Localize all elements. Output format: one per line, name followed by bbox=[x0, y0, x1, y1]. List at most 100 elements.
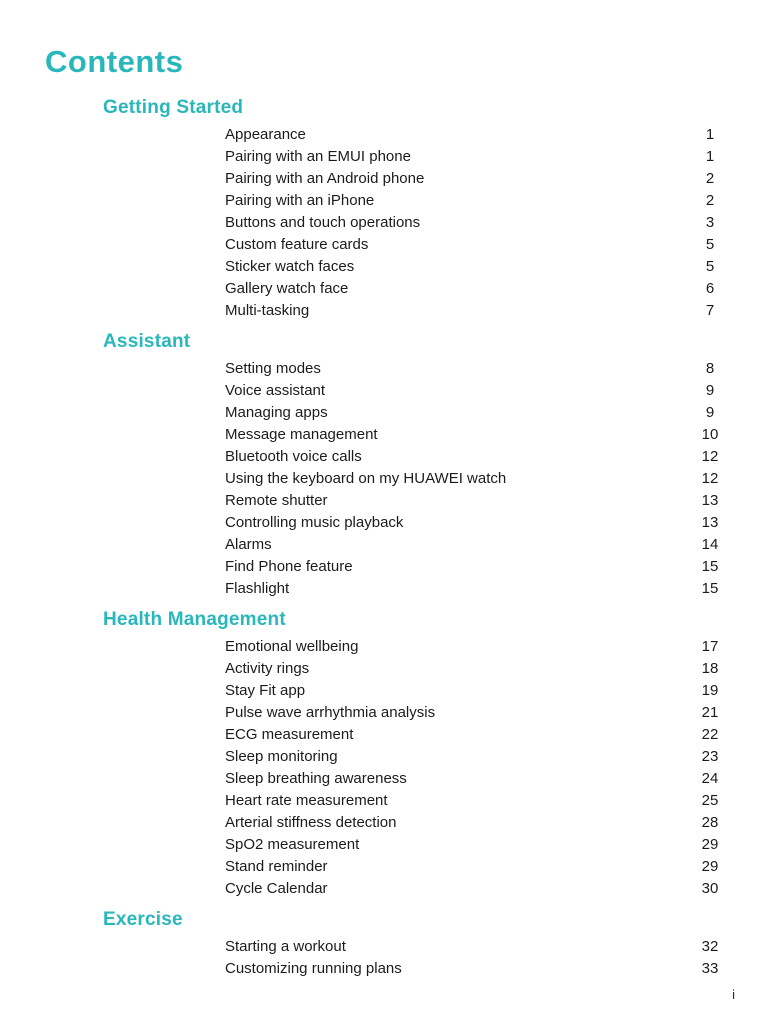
toc-section: Assistant Setting modes 8 Voice assistan… bbox=[103, 332, 725, 600]
toc-entry[interactable]: Find Phone feature 15 bbox=[225, 556, 725, 578]
toc-entry-page: 1 bbox=[705, 126, 715, 143]
toc-entry-page: 23 bbox=[701, 748, 719, 765]
toc-section-title[interactable]: Getting Started bbox=[103, 97, 244, 118]
toc-entry[interactable]: Remote shutter 13 bbox=[225, 490, 725, 512]
toc-entry-page: 21 bbox=[701, 704, 719, 721]
toc-entry[interactable]: Pulse wave arrhythmia analysis 21 bbox=[225, 702, 725, 724]
toc-section-entries: Emotional wellbeing 17 Activity rings 18… bbox=[103, 636, 725, 900]
toc-entry[interactable]: Buttons and touch operations 3 bbox=[225, 212, 725, 234]
toc-entry-label: Multi-tasking bbox=[225, 302, 310, 319]
toc-entry[interactable]: Custom feature cards 5 bbox=[225, 234, 725, 256]
toc-entry-page: 10 bbox=[701, 426, 719, 443]
toc-entry-label: SpO2 measurement bbox=[225, 836, 360, 853]
toc-entry-page: 25 bbox=[701, 792, 719, 809]
page-title: Contents bbox=[45, 44, 184, 79]
toc-section-entries: Starting a workout 32 Customizing runnin… bbox=[103, 936, 725, 980]
toc-entry-label: Pairing with an EMUI phone bbox=[225, 148, 411, 165]
toc-entry-page: 12 bbox=[701, 470, 719, 487]
toc-entry-label: Bluetooth voice calls bbox=[225, 448, 362, 465]
toc-entry-label: Sticker watch faces bbox=[225, 258, 355, 275]
toc-entry-page: 14 bbox=[701, 536, 719, 553]
toc-entry-label: Gallery watch face bbox=[225, 280, 349, 297]
toc-entry-page: 9 bbox=[705, 404, 715, 421]
toc-entry-page: 12 bbox=[701, 448, 719, 465]
toc-entry-page: 1 bbox=[705, 148, 715, 165]
toc-section-title[interactable]: Exercise bbox=[103, 909, 183, 930]
toc-entry-label: Voice assistant bbox=[225, 382, 326, 399]
toc-entry-page: 2 bbox=[705, 192, 715, 209]
toc-entry[interactable]: Cycle Calendar 30 bbox=[225, 878, 725, 900]
toc-section-title[interactable]: Health Management bbox=[103, 609, 286, 630]
footer-page-number: i bbox=[732, 987, 735, 1002]
toc-entry[interactable]: Flashlight 15 bbox=[225, 578, 725, 600]
toc-entry[interactable]: Heart rate measurement 25 bbox=[225, 790, 725, 812]
toc-section: Health Management Emotional wellbeing 17… bbox=[103, 610, 725, 900]
toc-entry[interactable]: SpO2 measurement 29 bbox=[225, 834, 725, 856]
toc-entry-label: Arterial stiffness detection bbox=[225, 814, 397, 831]
toc-entry[interactable]: Using the keyboard on my HUAWEI watch 12 bbox=[225, 468, 725, 490]
toc-entry-label: Pairing with an iPhone bbox=[225, 192, 375, 209]
toc-entry-page: 2 bbox=[705, 170, 715, 187]
toc-entry[interactable]: Sticker watch faces 5 bbox=[225, 256, 725, 278]
toc-entry[interactable]: Sleep breathing awareness 24 bbox=[225, 768, 725, 790]
toc-entry-label: Buttons and touch operations bbox=[225, 214, 421, 231]
toc-section-entries: Appearance 1 Pairing with an EMUI phone … bbox=[103, 124, 725, 322]
toc-entry[interactable]: Customizing running plans 33 bbox=[225, 958, 725, 980]
toc-entry-label: Remote shutter bbox=[225, 492, 328, 509]
toc-entry[interactable]: ECG measurement 22 bbox=[225, 724, 725, 746]
toc-entry[interactable]: Stay Fit app 19 bbox=[225, 680, 725, 702]
toc-entry-page: 29 bbox=[701, 858, 719, 875]
toc-entry-label: Custom feature cards bbox=[225, 236, 369, 253]
toc-entry-label: Setting modes bbox=[225, 360, 321, 377]
toc-entry[interactable]: Pairing with an iPhone 2 bbox=[225, 190, 725, 212]
toc-entry[interactable]: Starting a workout 32 bbox=[225, 936, 725, 958]
toc-entry[interactable]: Controlling music playback 13 bbox=[225, 512, 725, 534]
toc-entry[interactable]: Gallery watch face 6 bbox=[225, 278, 725, 300]
toc-entry-page: 29 bbox=[701, 836, 719, 853]
toc-entry-page: 9 bbox=[705, 382, 715, 399]
toc-entry-label: Activity rings bbox=[225, 660, 310, 677]
toc-entry-label: Emotional wellbeing bbox=[225, 638, 359, 655]
toc-entry-page: 30 bbox=[701, 880, 719, 897]
toc-entry-page: 18 bbox=[701, 660, 719, 677]
toc-entry-label: Stay Fit app bbox=[225, 682, 306, 699]
toc-entry[interactable]: Alarms 14 bbox=[225, 534, 725, 556]
toc-entry-page: 33 bbox=[701, 960, 719, 977]
toc-entry-page: 8 bbox=[705, 360, 715, 377]
toc-entry[interactable]: Pairing with an Android phone 2 bbox=[225, 168, 725, 190]
toc-section-entries: Setting modes 8 Voice assistant 9 Managi… bbox=[103, 358, 725, 600]
toc-entry-label: Pulse wave arrhythmia analysis bbox=[225, 704, 436, 721]
toc-entry-page: 15 bbox=[701, 558, 719, 575]
toc-entry-label: Customizing running plans bbox=[225, 960, 402, 977]
toc-entry-page: 17 bbox=[701, 638, 719, 655]
toc-entry-label: Stand reminder bbox=[225, 858, 328, 875]
toc-section-title[interactable]: Assistant bbox=[103, 331, 191, 352]
toc-entry-label: Sleep monitoring bbox=[225, 748, 338, 765]
toc-entry[interactable]: Bluetooth voice calls 12 bbox=[225, 446, 725, 468]
toc-entry-label: Flashlight bbox=[225, 580, 290, 597]
toc-entry-page: 7 bbox=[705, 302, 715, 319]
toc-entry[interactable]: Voice assistant 9 bbox=[225, 380, 725, 402]
toc-section: Exercise Starting a workout 32 Customizi… bbox=[103, 910, 725, 980]
toc-entry-page: 5 bbox=[705, 258, 715, 275]
toc-entry[interactable]: Sleep monitoring 23 bbox=[225, 746, 725, 768]
toc-entry[interactable]: Managing apps 9 bbox=[225, 402, 725, 424]
toc-entry-label: Alarms bbox=[225, 536, 272, 553]
toc-entry[interactable]: Pairing with an EMUI phone 1 bbox=[225, 146, 725, 168]
toc-entry[interactable]: Emotional wellbeing 17 bbox=[225, 636, 725, 658]
toc-entry[interactable]: Multi-tasking 7 bbox=[225, 300, 725, 322]
toc-entry-label: Find Phone feature bbox=[225, 558, 353, 575]
toc-entry[interactable]: Arterial stiffness detection 28 bbox=[225, 812, 725, 834]
toc-entry[interactable]: Message management 10 bbox=[225, 424, 725, 446]
toc-entry-label: Controlling music playback bbox=[225, 514, 404, 531]
toc-entry[interactable]: Appearance 1 bbox=[225, 124, 725, 146]
toc-entry-label: Pairing with an Android phone bbox=[225, 170, 425, 187]
toc-entry-label: Message management bbox=[225, 426, 378, 443]
toc-entry-label: Appearance bbox=[225, 126, 306, 143]
toc-entry[interactable]: Stand reminder 29 bbox=[225, 856, 725, 878]
toc-entry-page: 15 bbox=[701, 580, 719, 597]
toc-entry-label: Starting a workout bbox=[225, 938, 346, 955]
toc-entry[interactable]: Activity rings 18 bbox=[225, 658, 725, 680]
toc-entry-page: 6 bbox=[705, 280, 715, 297]
toc-entry[interactable]: Setting modes 8 bbox=[225, 358, 725, 380]
